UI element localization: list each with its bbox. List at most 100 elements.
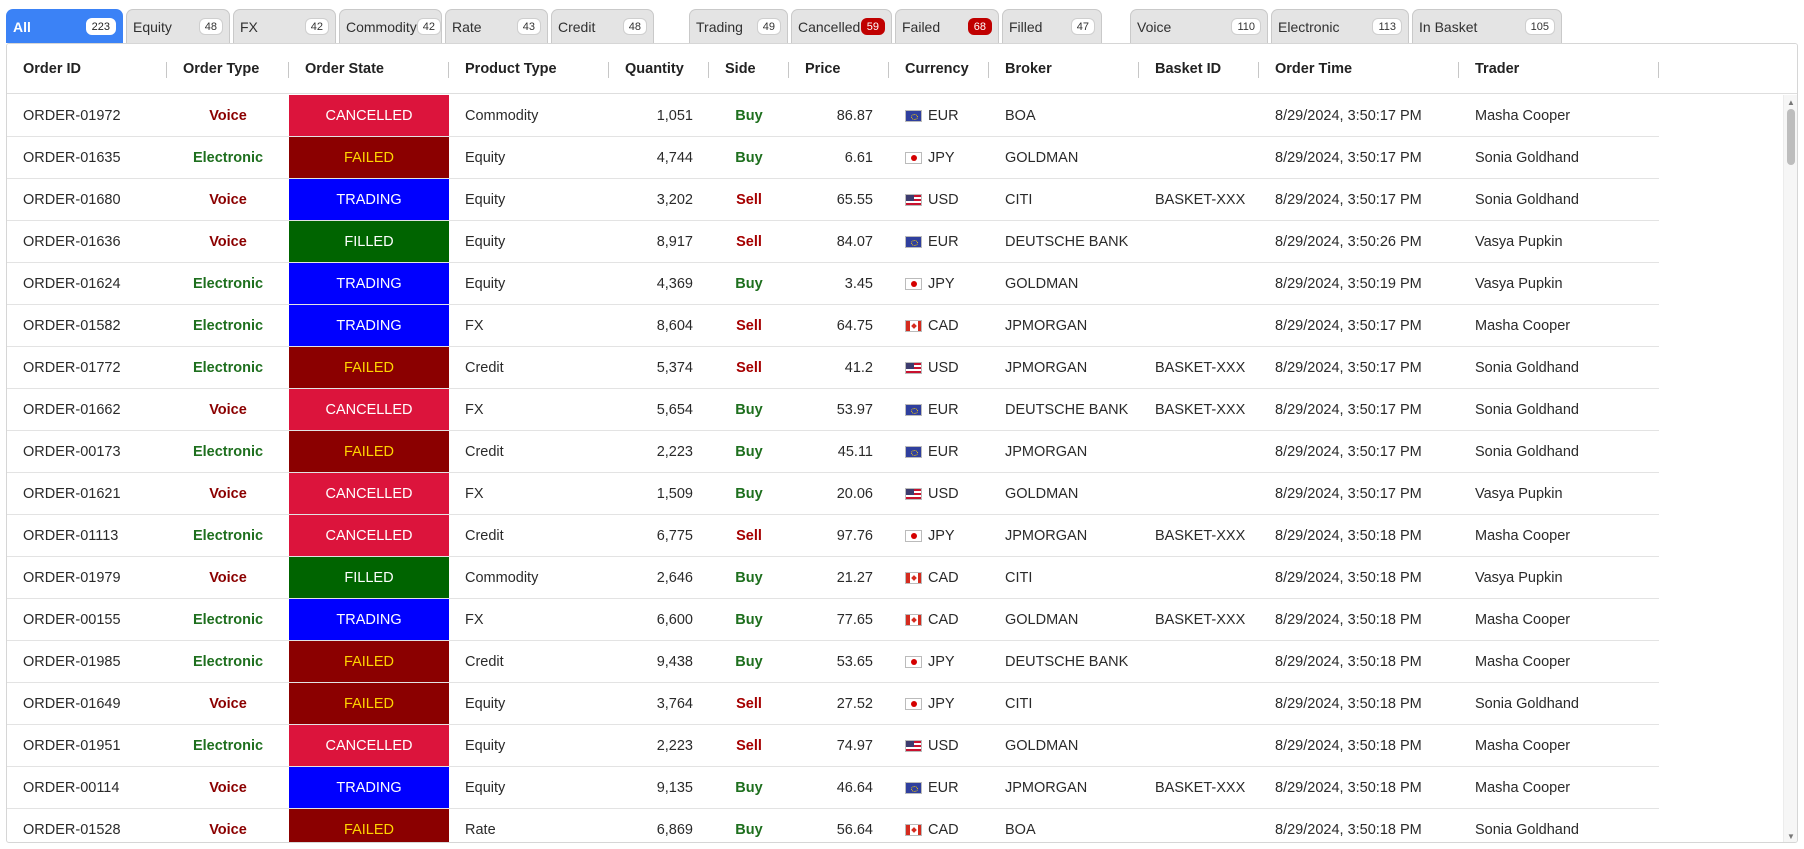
column-resize-handle[interactable] xyxy=(1258,62,1259,78)
column-resize-handle[interactable] xyxy=(608,62,609,78)
tab-voice[interactable]: Voice 110 xyxy=(1130,9,1268,43)
table-row[interactable]: ORDER-01985 Electronic FAILED Credit 9,438 Bu… xyxy=(7,641,1659,683)
price-cell: 56.64 xyxy=(789,809,889,842)
table-row[interactable]: ORDER-00155 Electronic TRADING FX 6,600 Buy 77… xyxy=(7,599,1659,641)
column-resize-handle[interactable] xyxy=(1458,62,1459,78)
trader-text: Vasya Pupkin xyxy=(1475,569,1563,586)
order-time-text: 8/29/2024, 3:50:17 PM xyxy=(1275,107,1422,124)
table-row[interactable]: ORDER-01113 Electronic CANCELLED Credit 6,77… xyxy=(7,515,1659,557)
quantity-cell: 2,223 xyxy=(609,725,709,766)
column-header-broker[interactable]: Broker xyxy=(989,44,1139,94)
order-time-text: 8/29/2024, 3:50:17 PM xyxy=(1275,191,1422,208)
vertical-scrollbar[interactable]: ▲ ▼ xyxy=(1783,95,1797,842)
column-resize-handle[interactable] xyxy=(288,62,289,78)
column-resize-handle[interactable] xyxy=(888,62,889,78)
column-header-trader[interactable]: Trader xyxy=(1459,44,1659,94)
table-row[interactable]: ORDER-01624 Electronic TRADING Equity 4,369 B… xyxy=(7,263,1659,305)
order-type-text: Voice xyxy=(209,821,247,838)
quantity-text: 2,646 xyxy=(656,569,693,586)
column-resize-handle[interactable] xyxy=(708,62,709,78)
order-type-cell: Electronic xyxy=(167,641,289,682)
column-resize-handle[interactable] xyxy=(448,62,449,78)
order-type-text: Electronic xyxy=(192,653,264,670)
tab-trading[interactable]: Trading 49 xyxy=(689,9,788,43)
quantity-cell: 8,917 xyxy=(609,221,709,262)
tab-fx[interactable]: FX 42 xyxy=(233,9,336,43)
broker-cell: JPMORGAN xyxy=(989,347,1139,388)
tab-count-badge: 43 xyxy=(516,18,541,35)
tab-in-basket[interactable]: In Basket 105 xyxy=(1412,9,1562,43)
eur-flag-icon xyxy=(905,781,922,794)
quantity-text: 9,135 xyxy=(656,779,693,796)
tab-label: Electronic xyxy=(1278,18,1340,35)
table-row[interactable]: ORDER-01979 Voice FILLED Commodity 2,646 Buy 2… xyxy=(7,557,1659,599)
table-row[interactable]: ORDER-01582 Electronic TRADING FX 8,604 Sell 6… xyxy=(7,305,1659,347)
column-header-order-state[interactable]: Order State xyxy=(289,44,449,94)
tab-filled[interactable]: Filled 47 xyxy=(1002,9,1102,43)
table-row[interactable]: ORDER-01621 Voice CANCELLED FX 1,509 Buy 20.06… xyxy=(7,473,1659,515)
quantity-cell: 5,654 xyxy=(609,389,709,430)
column-header-currency[interactable]: Currency xyxy=(889,44,989,94)
column-resize-handle[interactable] xyxy=(988,62,989,78)
column-header-price[interactable]: Price xyxy=(789,44,889,94)
column-resize-handle[interactable] xyxy=(1658,62,1659,78)
order-time-cell: 8/29/2024, 3:50:18 PM xyxy=(1259,767,1459,808)
basket-id-cell xyxy=(1139,725,1259,766)
column-header-quantity[interactable]: Quantity xyxy=(609,44,709,94)
table-row[interactable]: ORDER-01649 Voice FAILED Equity 3,764 Sell 27.… xyxy=(7,683,1659,725)
scroll-up-arrow-icon[interactable]: ▲ xyxy=(1787,97,1795,107)
table-row[interactable]: ORDER-01772 Electronic FAILED Credit 5,374 Se… xyxy=(7,347,1659,389)
trader-text: Vasya Pupkin xyxy=(1475,485,1563,502)
price-text: 21.27 xyxy=(836,569,873,586)
column-header-order-time[interactable]: Order Time xyxy=(1259,44,1459,94)
table-row[interactable]: ORDER-01635 Electronic FAILED Equity 4,744 Bu… xyxy=(7,137,1659,179)
quantity-text: 3,202 xyxy=(656,191,693,208)
order-type-cell: Electronic xyxy=(167,515,289,556)
order-id-text: ORDER-01621 xyxy=(23,485,121,502)
tab-failed[interactable]: Failed 68 xyxy=(895,9,999,43)
quantity-text: 1,509 xyxy=(656,485,693,502)
tab-commodity[interactable]: Commodity 42 xyxy=(339,9,442,43)
scrollbar-thumb[interactable] xyxy=(1787,109,1795,165)
column-header-product-type[interactable]: Product Type xyxy=(449,44,609,94)
currency-text: JPY xyxy=(928,275,955,292)
product-type-cell: Credit xyxy=(449,431,609,472)
currency-text: CAD xyxy=(928,317,959,334)
price-text: 46.64 xyxy=(836,779,873,796)
tab-all[interactable]: All 223 xyxy=(6,9,123,43)
table-row[interactable]: ORDER-01528 Voice FAILED Rate 6,869 Buy 56.64 C… xyxy=(7,809,1659,842)
order-id-text: ORDER-01113 xyxy=(23,527,119,544)
quantity-cell: 9,438 xyxy=(609,641,709,682)
broker-text: CITI xyxy=(1005,191,1033,208)
column-header-basket-id[interactable]: Basket ID xyxy=(1139,44,1259,94)
order-id-cell: ORDER-00114 xyxy=(7,767,167,808)
tab-equity[interactable]: Equity 48 xyxy=(126,9,230,43)
column-resize-handle[interactable] xyxy=(166,62,167,78)
column-header-side[interactable]: Side xyxy=(709,44,789,94)
order-time-cell: 8/29/2024, 3:50:17 PM xyxy=(1259,95,1459,136)
order-time-cell: 8/29/2024, 3:50:17 PM xyxy=(1259,473,1459,514)
table-row[interactable]: ORDER-01662 Voice CANCELLED FX 5,654 Buy 53.97… xyxy=(7,389,1659,431)
column-resize-handle[interactable] xyxy=(1138,62,1139,78)
column-header-order-id[interactable]: Order ID xyxy=(7,44,167,94)
table-row[interactable]: ORDER-01951 Electronic CANCELLED Equity 2,22… xyxy=(7,725,1659,767)
side-cell: Buy xyxy=(709,557,789,598)
tab-credit[interactable]: Credit 48 xyxy=(551,9,654,43)
tab-cancelled[interactable]: Cancelled 59 xyxy=(791,9,892,43)
table-row[interactable]: ORDER-01972 Voice CANCELLED Commodity 1,051 B… xyxy=(7,95,1659,137)
table-row[interactable]: ORDER-00114 Voice TRADING Equity 9,135 Buy 46.… xyxy=(7,767,1659,809)
table-row[interactable]: ORDER-01636 Voice FILLED Equity 8,917 Sell 84.… xyxy=(7,221,1659,263)
table-row[interactable]: ORDER-01680 Voice TRADING Equity 3,202 Sell 65… xyxy=(7,179,1659,221)
basket-id-cell xyxy=(1139,557,1259,598)
column-resize-handle[interactable] xyxy=(788,62,789,78)
order-time-text: 8/29/2024, 3:50:17 PM xyxy=(1275,443,1422,460)
order-state-text: CANCELLED xyxy=(325,737,413,754)
column-header-order-type[interactable]: Order Type xyxy=(167,44,289,94)
tab-count-badge: 49 xyxy=(756,18,781,35)
scroll-down-arrow-icon[interactable]: ▼ xyxy=(1787,831,1795,841)
tab-electronic[interactable]: Electronic 113 xyxy=(1271,9,1409,43)
trader-cell: Masha Cooper xyxy=(1459,515,1659,556)
table-row[interactable]: ORDER-00173 Electronic FAILED Credit 2,223 Bu… xyxy=(7,431,1659,473)
tab-rate[interactable]: Rate 43 xyxy=(445,9,548,43)
broker-text: JPMORGAN xyxy=(1005,527,1088,544)
